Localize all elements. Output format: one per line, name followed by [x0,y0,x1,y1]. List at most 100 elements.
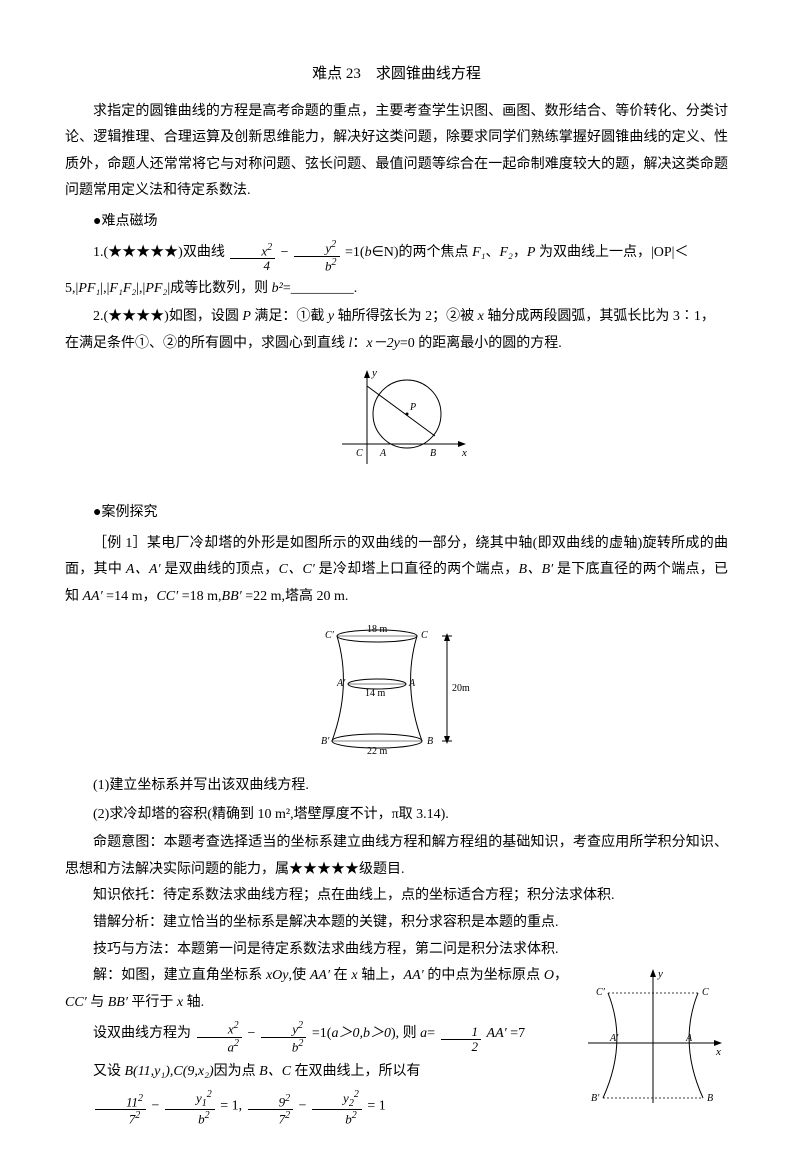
text: ： [352,336,366,351]
var: F₂ [499,245,512,260]
label: 解： [93,968,121,983]
question-1-line2: 5,|PF₁|,|F₁F₂|,|PF₂|成等比数列，则 b²=_________… [65,276,728,303]
label-B: B [427,736,433,747]
text: 2.(★★★★)如图，设圆 [93,309,242,324]
label-Cp: C′ [596,987,606,998]
text: 设双曲线方程为 [93,1026,195,1041]
text: 轴. [183,995,204,1010]
error-analysis: 错解分析：建立恰当的坐标系是解决本题的关键，积分求容积是本题的重点. [65,910,728,937]
question-1: 1.(★★★★★)双曲线 x24 − y2b2 =1(b∈N)的两个焦点 F₁、… [65,239,728,273]
skill: 技巧与方法：本题第一问是待定系数法求曲线方程，第二问是积分法求体积. [65,937,728,964]
text: 轴上， [358,968,404,983]
axis-y: y [657,968,663,980]
text: 的中点为坐标原点 [424,968,544,983]
sub-question-2: (2)求冷却塔的容积(精确到 10 m²,塔壁厚度不计，π取 3.14). [65,802,728,829]
solution-block: y x C′ C A′ A B′ B 解：如图，建立直角坐标系 xOy,使 AA… [65,963,728,1127]
text: |,| [136,281,145,296]
label-B: B [707,1093,713,1104]
intro-paragraph: 求指定的圆锥曲线的方程是高考命题的重点，主要考查学生识图、画图、数形结合、等价转… [65,99,728,205]
basis: 知识依托：待定系数法求曲线方程；点在曲线上，点的坐标适合方程；积分法求体积. [65,883,728,910]
text: =0 的距离最小的圆的方程. [400,336,562,351]
label-C: C [356,448,363,459]
var: AA′ [404,968,424,983]
text: 本题考查选择适当的坐标系建立曲线方程和解方程组的基础知识，考查应用所学积分知识、… [65,835,728,877]
label-Ap: A′ [609,1033,619,1044]
text: 平行于 [128,995,177,1010]
text: =18 m, [178,589,221,604]
var: B(11,y₁),C(9,x₂) [125,1064,214,1079]
text: 因为点 [214,1064,260,1079]
text: 又设 [93,1064,125,1079]
label-Bp: B′ [321,736,330,747]
var: b² [272,281,283,296]
fraction: x2a2 [197,1020,243,1054]
axis-label-x: x [461,447,467,459]
dim-top: 18 m [367,624,388,635]
text: =1( [312,1026,332,1041]
question-2: 2.(★★★★)如图，设圆 P 满足：①截 y 轴所得弦长为 2；②被 x 轴分… [65,304,728,357]
fraction: y12b2 [165,1089,215,1127]
text: 待定系数法求曲线方程；点在曲线上，点的坐标适合方程；积分法求体积. [163,888,615,903]
page-title: 难点 23 求圆锥曲线方程 [65,60,728,89]
figure-1-circle: y x A B C P [65,364,728,495]
label: 技巧与方法： [93,942,177,957]
fraction: x24 [230,242,275,274]
text: 本题第一问是待定系数法求曲线方程，第二问是积分法求体积. [177,942,559,957]
text: 轴所得弦长为 2；②被 [334,309,478,324]
text: = [427,1026,435,1041]
axis-x: x [715,1046,721,1058]
dim-bot: 22 m [367,746,388,756]
text: 在 [330,968,351,983]
axis-label-y: y [371,367,377,379]
text: ∈N [372,245,394,260]
blank: =_________. [283,281,357,296]
var: AA′ [487,1026,507,1041]
var: A、A′ [126,562,161,577]
section-header-2: ●案例探究 [65,500,728,527]
label-Cp: C′ [325,630,335,641]
var: F₁ [472,245,485,260]
var: AA′ [83,589,103,604]
var: a＞0,b＞0 [331,1026,391,1041]
var: PF₂ [145,281,167,296]
var: CC′ [156,589,178,604]
text: )的两个焦点 [394,245,472,260]
text: =7 [507,1026,525,1041]
text: 如图，建立直角坐标系 [121,968,266,983]
q1-prefix: 1.(★★★★★)双曲线 [93,245,228,260]
text: =14 m， [103,589,157,604]
text: ,使 [289,968,310,983]
text: |成等比数列，则 [167,281,271,296]
text: 5,| [65,281,78,296]
text: ， [554,968,568,983]
figure-3-hyperbola: y x C′ C A′ A B′ B [578,963,728,1124]
figure-2-tower: 18 m 14 m 22 m 20m C′ C A′ A B′ B [65,616,728,767]
var: O [544,968,554,983]
var: C、C′ [279,562,315,577]
var: x－2y [366,336,399,351]
text: ), 则 [391,1026,420,1041]
intent: 命题意图：本题考查选择适当的坐标系建立曲线方程和解方程组的基础知识，考查应用所学… [65,830,728,883]
text: 为双曲线上一点，|OP|＜ [535,245,688,260]
label-C: C [421,630,428,641]
fraction: 12 [441,1025,482,1055]
text: 在双曲线上，所以有 [291,1064,421,1079]
var: P [242,309,251,324]
text: 与 [87,995,108,1010]
dim-height: 20m [452,683,470,694]
dim-mid: 14 m [365,688,386,699]
var: F₁F₂ [109,281,136,296]
var: BB′ [108,995,128,1010]
label-C: C [702,987,709,998]
sub-question-1: (1)建立坐标系并写出该双曲线方程. [65,773,728,800]
label-B: B [430,448,436,459]
fraction: y2b2 [294,239,340,273]
fraction: y2b2 [261,1020,307,1054]
var-b: b [365,245,372,260]
label: 命题意图： [93,835,164,850]
text: =22 m,塔高 20 m. [242,589,349,604]
var: CC′ [65,995,87,1010]
var: xOy [266,968,289,983]
text: =1( [345,245,365,260]
var: B、B′ [519,562,554,577]
